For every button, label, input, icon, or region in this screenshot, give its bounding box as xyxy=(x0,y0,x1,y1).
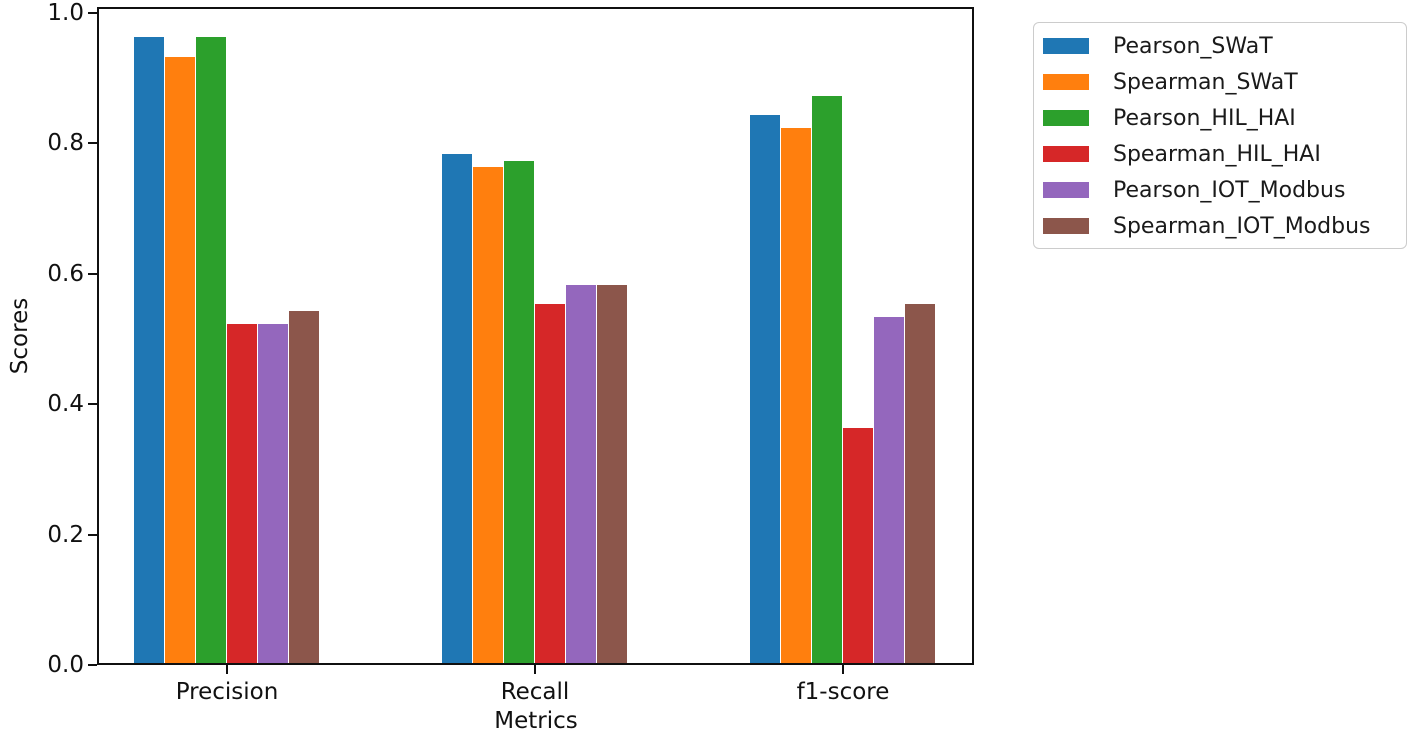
legend-item-spearman-swat: Spearman_SWaT xyxy=(1034,64,1406,100)
legend-item-spearman-hil-hai: Spearman_HIL_HAI xyxy=(1034,136,1406,172)
bar-pearson-iot-modbus-recall xyxy=(566,285,596,663)
legend-item-label: Pearson_SWaT xyxy=(1113,33,1273,59)
y-tick-label: 0.6 xyxy=(47,260,84,287)
bar-pearson-hil-hai-f1-score xyxy=(812,96,842,663)
legend: Pearson_SWaT Spearman_SWaT Pearson_HIL_HAI… xyxy=(1033,22,1407,249)
bar-pearson-iot-modbus-precision xyxy=(258,324,288,663)
y-tick-mark xyxy=(88,664,97,666)
legend-item-label: Pearson_HIL_HAI xyxy=(1113,105,1296,131)
legend-swatch-spearman-hil-hai xyxy=(1043,146,1089,162)
bar-spearman-swat-f1-score xyxy=(781,128,811,663)
bar-pearson-hil-hai-recall xyxy=(504,161,534,663)
y-tick-label: 0.4 xyxy=(47,391,84,418)
legend-item-pearson-hil-hai: Pearson_HIL_HAI xyxy=(1034,100,1406,136)
x-tick-label-precision: Precision xyxy=(175,679,279,705)
y-tick-mark xyxy=(88,12,97,14)
legend-item-spearman-iot-modbus: Spearman_IOT_Modbus xyxy=(1034,208,1406,244)
x-tick-label-recall: Recall xyxy=(500,679,570,705)
y-tick-label: 0.2 xyxy=(47,521,84,548)
bar-spearman-iot-modbus-f1-score xyxy=(905,304,935,663)
legend-item-pearson-swat: Pearson_SWaT xyxy=(1034,28,1406,64)
bars-layer xyxy=(99,9,972,663)
bar-pearson-iot-modbus-f1-score xyxy=(874,317,904,663)
legend-item-label: Pearson_IOT_Modbus xyxy=(1113,177,1346,203)
bar-pearson-swat-f1-score xyxy=(750,115,780,663)
y-axis-label: Scores xyxy=(7,297,33,375)
y-tick-label: 1.0 xyxy=(47,0,84,26)
bar-spearman-hil-hai-precision xyxy=(227,324,257,663)
bar-spearman-swat-precision xyxy=(165,57,195,663)
legend-swatch-spearman-iot-modbus xyxy=(1043,218,1089,234)
legend-swatch-pearson-swat xyxy=(1043,38,1089,54)
bar-spearman-swat-recall xyxy=(473,167,503,663)
bar-spearman-iot-modbus-recall xyxy=(597,285,627,663)
x-tick-mark xyxy=(226,665,228,674)
bar-pearson-swat-precision xyxy=(134,37,164,663)
x-tick-label-f1-score: f1-score xyxy=(796,679,890,705)
bar-spearman-hil-hai-f1-score xyxy=(843,428,873,663)
y-tick-mark xyxy=(88,272,97,275)
legend-item-pearson-iot-modbus: Pearson_IOT_Modbus xyxy=(1034,172,1406,208)
bar-spearman-hil-hai-recall xyxy=(535,304,565,663)
x-axis-label: Metrics xyxy=(494,708,578,734)
x-tick-mark xyxy=(534,665,536,674)
bar-spearman-iot-modbus-precision xyxy=(289,311,319,663)
plot-area xyxy=(97,7,974,665)
legend-swatch-spearman-swat xyxy=(1043,74,1089,90)
bar-pearson-swat-recall xyxy=(442,154,472,663)
legend-item-label: Spearman_IOT_Modbus xyxy=(1113,213,1371,239)
x-tick-mark xyxy=(842,665,844,674)
legend-swatch-pearson-hil-hai xyxy=(1043,110,1089,126)
y-tick-mark xyxy=(88,533,97,536)
y-tick-mark xyxy=(88,142,97,145)
y-tick-label: 0.8 xyxy=(47,130,84,157)
legend-item-label: Spearman_SWaT xyxy=(1113,69,1298,95)
legend-item-label: Spearman_HIL_HAI xyxy=(1113,141,1321,167)
legend-swatch-pearson-iot-modbus xyxy=(1043,182,1089,198)
y-tick-mark xyxy=(88,403,97,406)
bar-pearson-hil-hai-precision xyxy=(196,37,226,663)
y-tick-label: 0.0 xyxy=(47,652,84,678)
